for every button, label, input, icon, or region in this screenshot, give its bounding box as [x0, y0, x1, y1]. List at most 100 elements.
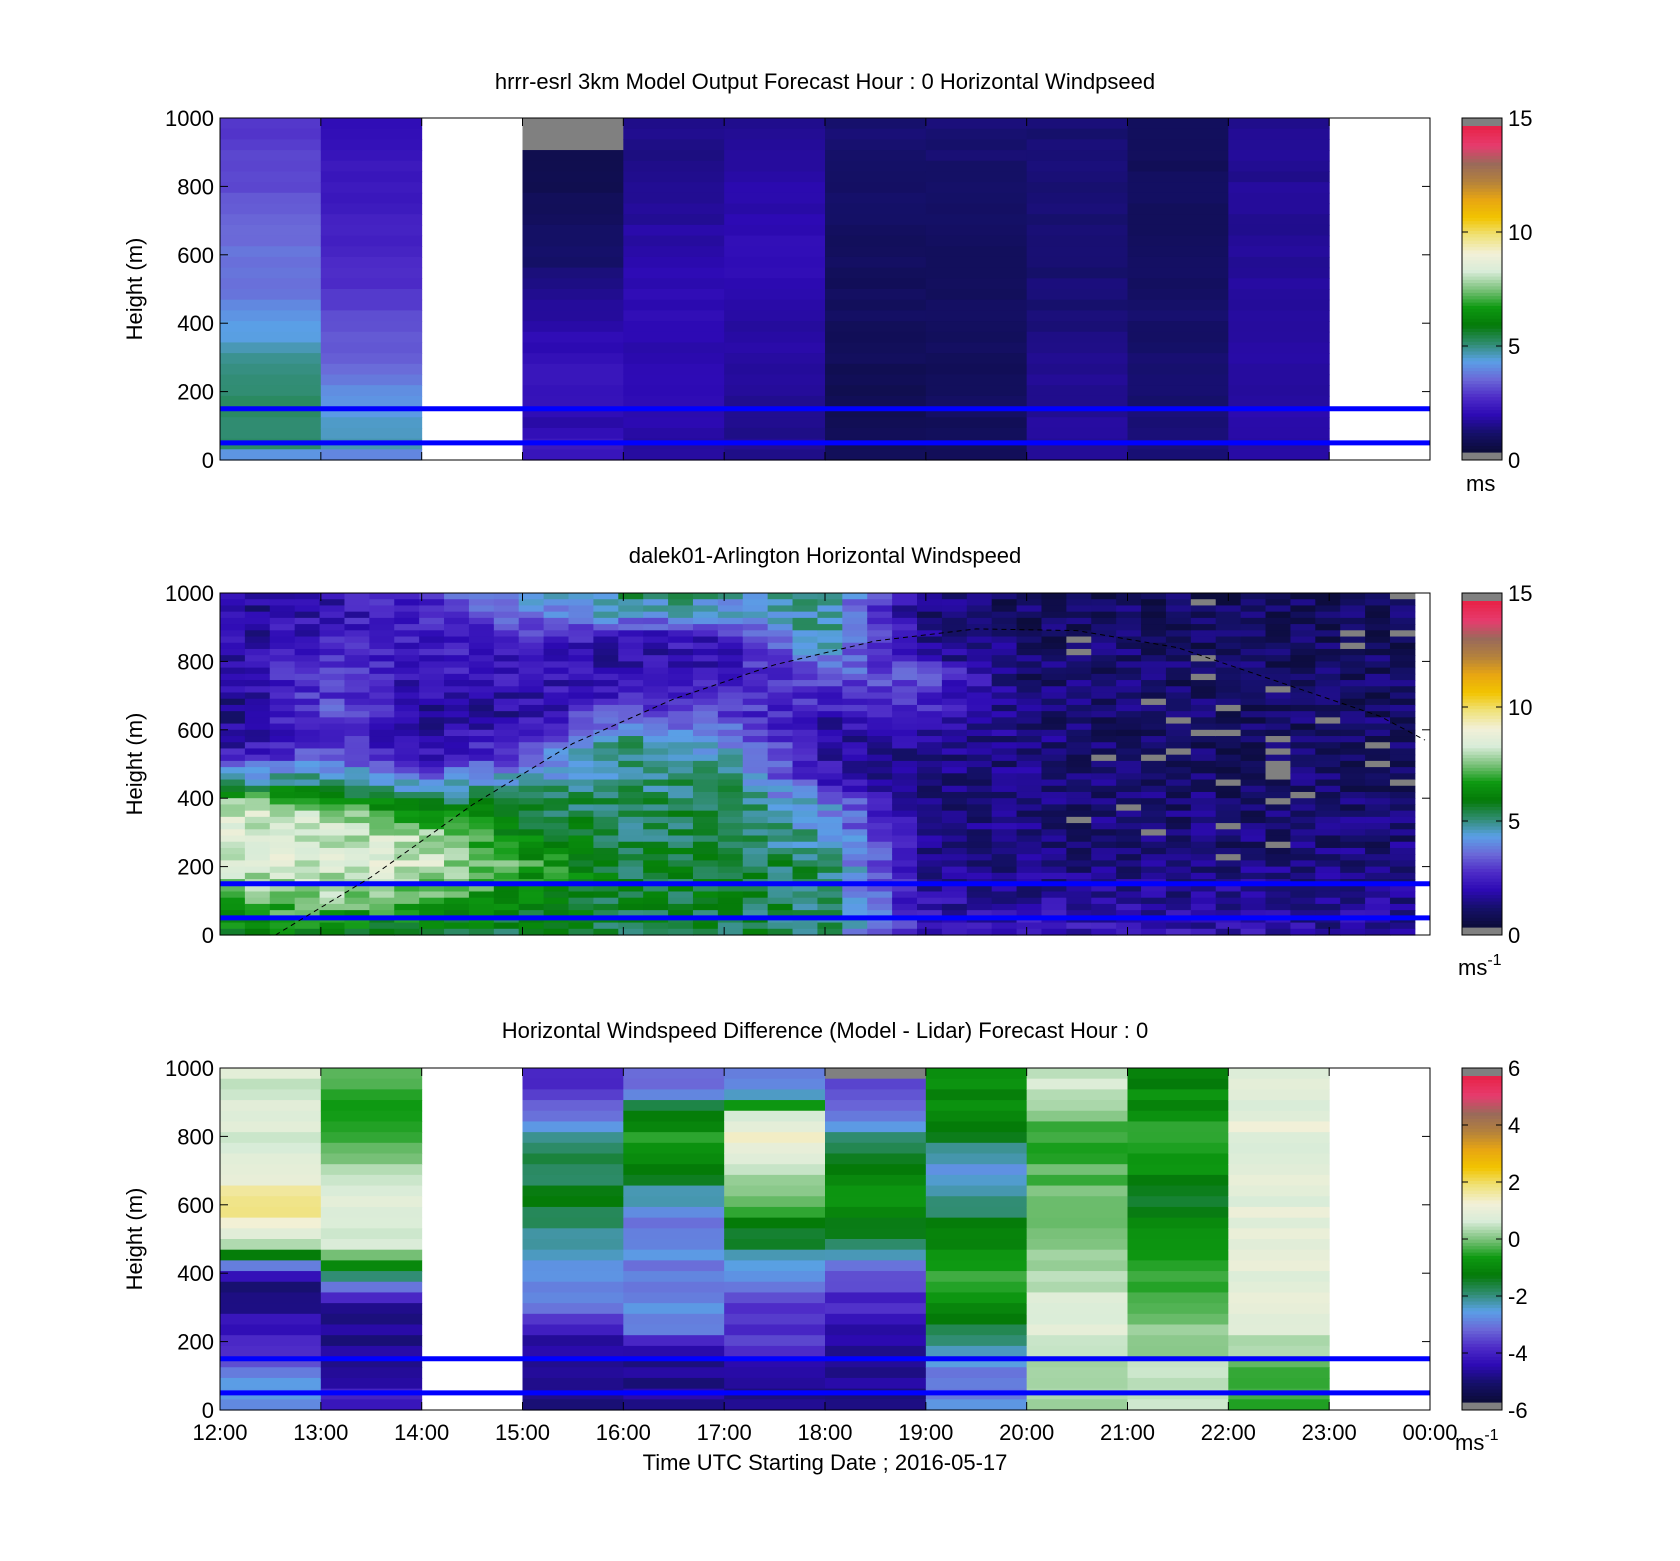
heatmap-cell: [320, 171, 423, 183]
heatmap-cell: [1215, 903, 1242, 911]
heatmap-cell: [1066, 866, 1092, 874]
colorbar-segment: [1462, 377, 1502, 381]
heatmap-cell: [917, 922, 943, 930]
heatmap-cell: [767, 599, 794, 607]
heatmap-cell: [792, 642, 818, 650]
heatmap-cell: [1389, 754, 1416, 762]
heatmap-cell: [419, 791, 445, 799]
heatmap-cell: [991, 642, 1018, 650]
heatmap-cell: [1215, 847, 1242, 855]
heatmap-cell: [568, 847, 594, 855]
heatmap-cell: [220, 235, 322, 247]
heatmap-cell: [319, 611, 345, 619]
heatmap-cell: [1016, 754, 1042, 762]
heatmap-cell: [394, 742, 420, 750]
heatmap-cell: [568, 829, 594, 837]
heatmap-cell: [220, 611, 246, 619]
heatmap-cell: [1041, 791, 1067, 799]
heatmap-cell: [623, 1249, 725, 1261]
heatmap-cell: [817, 605, 843, 613]
heatmap-cell: [1127, 1324, 1229, 1336]
heatmap-cell: [369, 636, 395, 644]
heatmap-cell: [966, 711, 993, 718]
heatmap-cell: [344, 903, 370, 911]
heatmap-cell: [1290, 717, 1316, 725]
heatmap-cell: [1228, 427, 1330, 440]
heatmap-cell: [1365, 922, 1391, 930]
heatmap-cell: [692, 872, 719, 880]
heatmap-cell: [724, 395, 826, 408]
heatmap-cell: [1041, 754, 1067, 762]
heatmap-cell: [941, 891, 968, 899]
heatmap-cell: [618, 928, 644, 936]
heatmap-cell: [792, 673, 818, 681]
heatmap-cell: [892, 922, 918, 930]
heatmap-cell: [220, 686, 246, 694]
heatmap-cell: [1026, 289, 1128, 301]
heatmap-cell: [825, 118, 927, 130]
heatmap-cell: [792, 922, 818, 930]
heatmap-cell: [742, 636, 769, 644]
heatmap-cell: [419, 680, 445, 687]
heatmap-cell: [1215, 897, 1242, 905]
heatmap-cell: [1240, 816, 1267, 824]
heatmap-cell: [320, 1185, 423, 1197]
heatmap-cell: [244, 928, 271, 936]
heatmap-cell: [444, 593, 470, 600]
heatmap-cell: [1389, 630, 1416, 638]
heatmap-cell: [1240, 642, 1267, 650]
heatmap-cell: [543, 729, 569, 737]
heatmap-cell: [623, 289, 725, 301]
heatmap-cell: [991, 816, 1018, 824]
heatmap-cell: [941, 847, 968, 855]
heatmap-cell: [593, 922, 619, 930]
heatmap-cell: [1141, 779, 1167, 787]
heatmap-cell: [1026, 417, 1128, 429]
colorbar-segment: [1462, 806, 1502, 811]
heatmap-cell: [717, 897, 744, 905]
heatmap-cell: [917, 605, 943, 613]
heatmap-cell: [717, 630, 744, 638]
heatmap-cell: [320, 1153, 423, 1165]
heatmap-cell: [220, 385, 322, 397]
heatmap-cell: [925, 224, 1028, 237]
heatmap-cell: [369, 910, 395, 917]
heatmap-cell: [518, 910, 545, 917]
heatmap-cell: [294, 816, 321, 824]
heatmap-cell: [1340, 748, 1366, 756]
heatmap-cell: [294, 698, 321, 706]
heatmap-cell: [369, 823, 395, 830]
heatmap-cell: [643, 810, 669, 818]
heatmap-cell: [468, 636, 495, 644]
colorbar-segment: [1462, 1258, 1502, 1263]
heatmap-cell: [419, 711, 445, 718]
heatmap-cell: [1116, 593, 1142, 600]
heatmap-cell: [1265, 673, 1291, 681]
heatmap-cell: [925, 139, 1028, 151]
heatmap-cell: [1228, 1271, 1330, 1283]
heatmap-cell: [1315, 692, 1341, 700]
heatmap-cell: [867, 736, 893, 743]
heatmap-cell: [692, 810, 719, 818]
heatmap-cell: [842, 785, 868, 793]
heatmap-cell: [767, 885, 794, 893]
heatmap-cell: [369, 860, 395, 868]
heatmap-cell: [867, 661, 893, 669]
colorbar-segment: [1462, 1297, 1502, 1302]
heatmap-cell: [1016, 648, 1042, 656]
heatmap-cell: [925, 1153, 1028, 1165]
heatmap-cell: [842, 723, 868, 731]
colorbar-segment: [1462, 416, 1502, 420]
heatmap-cell: [1365, 698, 1391, 706]
y-tick-label: 600: [177, 1193, 214, 1218]
heatmap-cell: [543, 711, 569, 718]
heatmap-cell: [1240, 922, 1267, 930]
heatmap-cell: [220, 406, 322, 418]
colorbar-segment: [1462, 337, 1502, 342]
heatmap-cell: [419, 599, 445, 607]
heatmap-cell: [724, 1078, 826, 1090]
heatmap-cell: [717, 648, 744, 656]
heatmap-cell: [1228, 1196, 1330, 1208]
heatmap-cell: [1116, 692, 1142, 700]
heatmap-cell: [1091, 785, 1117, 793]
